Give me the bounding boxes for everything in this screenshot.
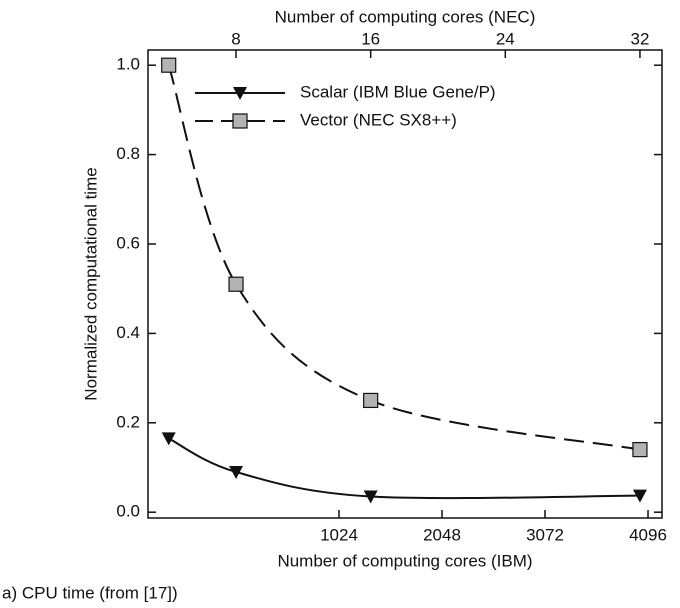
data-point	[161, 57, 177, 73]
data-point	[228, 276, 244, 292]
bottom-tick-label: 1024	[320, 525, 358, 544]
top-tick-label: 16	[361, 29, 380, 48]
y-tick-label: 1.0	[116, 55, 140, 74]
y-tick-label: 0.8	[116, 144, 140, 163]
legend-label: Scalar (IBM Blue Gene/P)	[300, 82, 496, 101]
y-tick-label: 0.4	[116, 323, 140, 342]
bottom-axis-label: Number of computing cores (IBM)	[277, 551, 532, 570]
plot-frame	[147, 49, 663, 519]
data-point	[363, 490, 378, 504]
top-axis-label: Number of computing cores (NEC)	[275, 7, 536, 26]
series-line	[167, 64, 641, 451]
y-tick-label: 0.2	[116, 412, 140, 431]
data-point	[632, 489, 647, 503]
series-line	[168, 437, 640, 500]
legend-marker	[233, 87, 247, 100]
bottom-tick-label: 4096	[629, 525, 667, 544]
y-tick-label: 0.0	[116, 502, 140, 521]
caption: a) CPU time (from [17])	[2, 583, 178, 602]
legend-label: Vector (NEC SX8++)	[300, 110, 457, 129]
bottom-tick-label: 3072	[526, 525, 564, 544]
legend-marker	[232, 113, 248, 129]
top-tick-label: 8	[231, 29, 240, 48]
bottom-tick-label: 2048	[423, 525, 461, 544]
y-tick-label: 0.6	[116, 233, 140, 252]
y-axis-label: Normalized computational time	[81, 167, 100, 400]
data-point	[363, 392, 379, 409]
top-tick-label: 24	[496, 29, 515, 48]
data-point	[632, 442, 648, 458]
top-tick-label: 32	[630, 29, 649, 48]
data-point	[229, 465, 244, 479]
data-point	[161, 432, 176, 446]
